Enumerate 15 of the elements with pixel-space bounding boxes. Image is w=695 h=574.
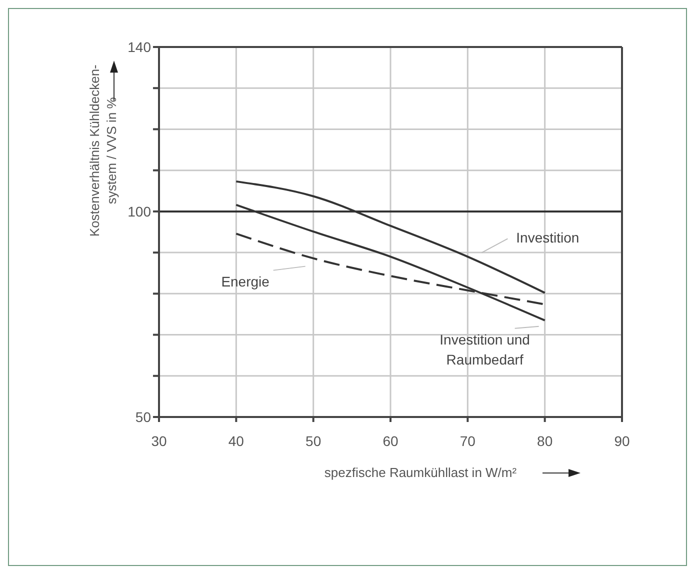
y-axis-title: Kostenverhältnis Kühldecken-system / VVS in % xyxy=(87,64,119,237)
y-tick-label: 100 xyxy=(128,203,152,220)
x-axis-title: spezfische Raumkühllast in W/m² xyxy=(324,465,518,480)
x-tick-label: 90 xyxy=(614,432,630,449)
x-tick-label: 40 xyxy=(228,432,244,449)
x-tick-label: 50 xyxy=(306,432,322,449)
x-tick-label: 70 xyxy=(460,432,476,449)
x-tick-label: 80 xyxy=(537,432,553,449)
x-tick-label: 30 xyxy=(151,432,167,449)
y-tick-label: 50 xyxy=(135,408,152,425)
y-tick-label: 140 xyxy=(128,38,152,55)
x-tick-label: 60 xyxy=(382,432,398,449)
text: Investition xyxy=(516,230,580,246)
series-label: Energie xyxy=(221,273,270,290)
series-label: Investition und Raumbedarf xyxy=(440,331,530,368)
